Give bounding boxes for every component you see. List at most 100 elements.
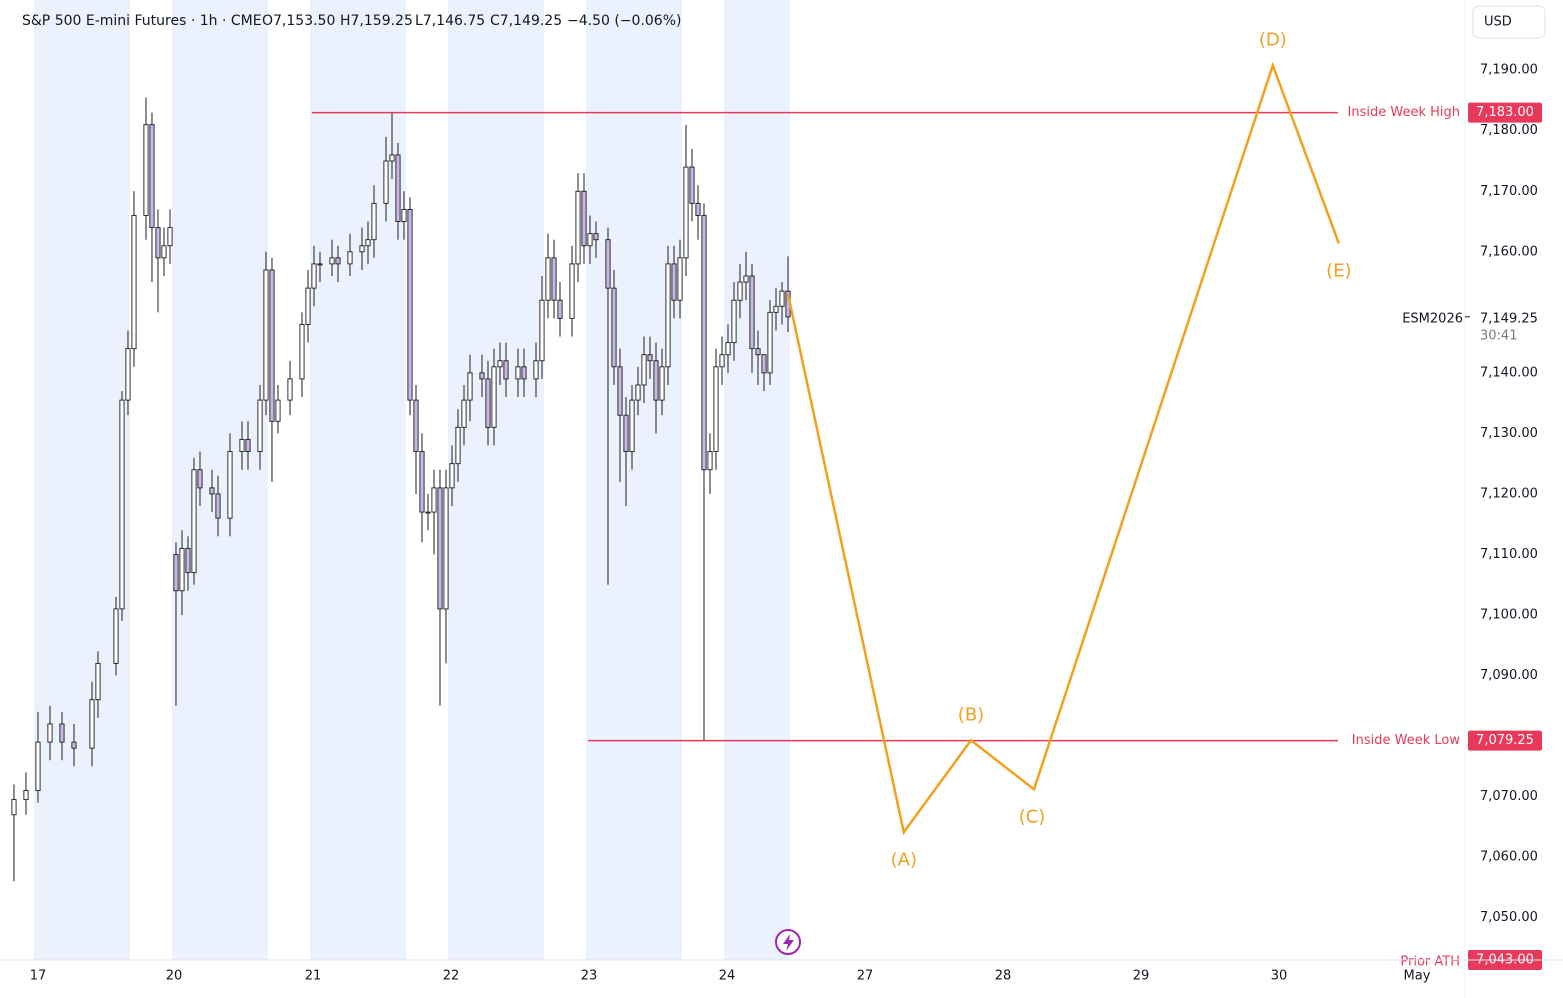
session-band [172,0,268,960]
candle-body [389,154,395,162]
level-name: Inside Week High [1348,105,1460,120]
candle-body [647,354,653,362]
candle-body [467,372,473,401]
candle-body [653,360,659,401]
candle-body [311,263,317,289]
y-tick-label: 7,140.00 [1480,365,1538,380]
wave-label: (E) [1326,260,1351,281]
candle-body [497,360,503,368]
x-tick-label: 20 [166,969,183,984]
candle-body [47,723,53,743]
session-band [448,0,544,960]
candle-body [215,493,221,519]
candle-body [455,426,461,465]
candle-body [419,451,425,513]
candle-body [629,399,635,453]
candle-body [197,469,203,489]
candle-body [593,233,599,241]
candle-body [431,487,437,513]
x-tick-label: 22 [443,969,460,984]
candle-body [743,275,749,283]
candle-body [59,723,65,743]
candle-body [269,269,275,422]
y-tick-label: 7,070.00 [1480,789,1538,804]
candle-body [659,366,665,401]
candle-body [365,239,371,247]
candle-body [119,399,125,610]
candle-body [401,208,407,222]
candle-body [113,608,119,664]
level-price-box [1468,102,1542,123]
candle-body [263,269,269,401]
candle-body [695,202,701,216]
candle-body [131,215,137,350]
candle-body [749,275,755,350]
candle-body [665,263,671,368]
candle-body [707,451,713,471]
candle-body [95,662,101,701]
alert-bolt[interactable] [783,934,794,951]
candle-body [437,487,443,610]
candle-body [155,227,161,259]
candle-body [545,257,551,301]
x-tick-label: 24 [719,969,736,984]
candle-body [383,160,389,204]
alert-icon[interactable] [775,929,801,955]
candle-body [737,281,743,301]
symbol-title: S&P 500 E-mini Futures · 1h · CME [22,13,262,29]
candle-body [491,366,497,428]
currency-button[interactable] [1472,5,1546,39]
y-tick-label: 7,180.00 [1480,123,1538,138]
candle-body [503,360,509,380]
candle-body [443,487,449,610]
candle-body [245,438,251,453]
candle-body [779,290,785,307]
candle-body [257,399,263,453]
candle-body [515,366,521,380]
x-tick-label: 21 [305,969,322,984]
x-tick-label: 28 [995,969,1012,984]
candle-body [179,547,185,592]
x-tick-label: May [1404,969,1431,984]
wave-label: (B) [958,704,984,725]
candle-body [191,469,197,574]
candle-body [755,348,761,356]
candle-body [461,399,467,428]
candle-body [479,372,485,380]
x-tick-label: 30 [1271,969,1288,984]
candle-body [125,348,131,401]
candle-body [161,245,167,259]
y-tick-label: 7,130.00 [1480,426,1538,441]
candle-body [725,342,731,356]
candle-body [671,263,677,301]
session-band [34,0,130,960]
candle-body [611,287,617,368]
candle-body [683,166,689,259]
candle-body [305,287,311,325]
candle-body [485,378,491,428]
candle-body [11,799,17,816]
candle-body [23,790,29,801]
candle-body [413,399,419,453]
candle-body [71,741,77,749]
candle-body [239,438,245,453]
candle-body [551,257,557,301]
currency[interactable]: USD [1484,15,1512,30]
candle-body [533,360,539,380]
candle-body [557,299,563,319]
session-band [586,0,682,960]
wave-label: (C) [1019,806,1046,827]
x-tick-label: 17 [30,969,47,984]
change: −4.50 (−0.06%) [567,13,681,29]
y-tick-label: 7,120.00 [1480,486,1538,501]
wave-path [786,61,1340,836]
level-price-label: 7,183.00 [1476,105,1534,120]
candle-body [167,227,173,247]
candle-body [407,208,413,401]
candle-body [449,463,455,489]
candle-body [149,124,155,229]
wave-label: (D) [1259,29,1287,50]
y-tick-label: 7,050.00 [1480,910,1538,925]
candle-body [395,154,401,222]
ohlc-high: H7,159.25 [340,13,413,29]
